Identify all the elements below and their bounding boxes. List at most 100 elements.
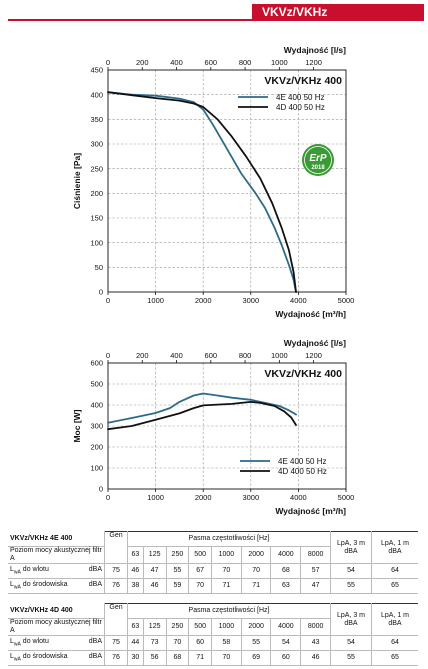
- x-tick-label: 2000: [195, 493, 212, 502]
- y-tick-label: 200: [90, 443, 103, 452]
- x-tick-label: 4000: [290, 296, 307, 305]
- x2-tick-label: 1200: [305, 351, 322, 360]
- x-tick-label: 1000: [147, 296, 164, 305]
- x2-tick-label: 400: [170, 58, 183, 67]
- cell-value: 70: [211, 563, 242, 579]
- x-tick-label: 3000: [242, 493, 259, 502]
- cell-value: 64: [371, 563, 418, 579]
- cell-value: 65: [371, 578, 418, 594]
- y-tick-label: 200: [90, 189, 103, 198]
- plot-frame: [107, 362, 347, 490]
- y-tick-label: 250: [90, 164, 103, 173]
- cell-value: 46: [300, 650, 331, 666]
- cell-value: 30: [127, 650, 144, 666]
- band-header: Pasma częstotliwości [Hz]: [127, 531, 331, 547]
- cell-value: 55: [330, 578, 372, 594]
- cell-value: 60: [270, 650, 302, 666]
- table-row: LwA do wlotu dBA 75 44 73 70 60 58 55 54 43 54 64: [8, 635, 418, 651]
- cell-value: 57: [300, 563, 331, 579]
- cell-value: 68: [270, 563, 302, 579]
- row-label: LwA do środowiska dBA: [8, 650, 105, 666]
- cell-value: 38: [127, 578, 144, 594]
- x-tick-label: 2000: [195, 296, 212, 305]
- band-125: 125: [142, 546, 167, 564]
- x2-tick-label: 600: [205, 351, 218, 360]
- x-tick-label: 1000: [147, 493, 164, 502]
- x-tick-label: 5000: [338, 493, 355, 502]
- legend-label: 4D 400 50 Hz: [276, 103, 325, 112]
- band-4000: 4000: [270, 546, 302, 564]
- row-label: LwA do wlotu dBA: [8, 563, 105, 579]
- chart-title: VKVz/VKHz 400: [264, 368, 342, 380]
- band-250: 250: [165, 618, 190, 636]
- table-row: LwA do środowiska dBA 76 30 56 68 71 70 69 60 46 55…: [8, 650, 418, 666]
- row-label: LwA do środowiska dBA: [8, 578, 105, 594]
- cell-value: 70: [240, 563, 272, 579]
- cell-value: 54: [270, 635, 302, 651]
- chart-title: VKVz/VKHz 400: [264, 75, 342, 87]
- legend-label: 4E 400 50 Hz: [276, 93, 324, 102]
- y-tick-label: 0: [99, 485, 103, 494]
- row-label: LwA do wlotu dBA: [8, 635, 105, 651]
- product-tag: VKVz/VKHz: [252, 4, 424, 21]
- x2-tick-label: 1200: [305, 58, 322, 67]
- x-tick-label: 5000: [338, 296, 355, 305]
- erp-badge-ring: [304, 146, 332, 174]
- cell-value: 47: [142, 563, 167, 579]
- cell-value: 71: [211, 578, 242, 594]
- series-line-4e: [107, 91, 297, 293]
- band-250: 250: [165, 546, 190, 564]
- x2-tick-label: 1000: [271, 351, 288, 360]
- lpa1-header: LpA, 1 m dBA: [371, 603, 418, 636]
- x2-tick-label: 200: [136, 351, 149, 360]
- y-tick-label: 300: [90, 140, 103, 149]
- band-2000: 2000: [240, 546, 272, 564]
- series-line-4d: [107, 401, 297, 431]
- y-tick-label: 300: [90, 422, 103, 431]
- table-row: LwA do środowiska dBA 76 38 46 59 70 71 71 63 47 55…: [8, 578, 418, 594]
- y-tick-label: 350: [90, 115, 103, 124]
- table-subtitle: Poziom mocy akustycznej filtr A: [8, 546, 105, 564]
- cell-value: 65: [371, 650, 418, 666]
- cell-value: 70: [211, 650, 242, 666]
- x2-tick-label: 1000: [271, 58, 288, 67]
- x2-tick-label: 400: [170, 351, 183, 360]
- cell-value: 55: [165, 563, 190, 579]
- band-8000: 8000: [300, 618, 331, 636]
- cell-value: 55: [330, 650, 372, 666]
- y-tick-label: 100: [90, 238, 103, 247]
- y-tick-label: 450: [90, 66, 103, 75]
- y-axis-label: Moc [W]: [72, 409, 82, 442]
- band-4000: 4000: [270, 618, 302, 636]
- series-line-4e: [107, 392, 297, 424]
- table-title: VKVz/VKHz 4D 400: [8, 603, 105, 619]
- lpa3-header: LpA, 3 m dBA: [330, 531, 372, 564]
- x-tick-label: 0: [106, 493, 110, 502]
- band-63: 63: [127, 546, 144, 564]
- x2-tick-label: 800: [239, 351, 252, 360]
- band-2000: 2000: [240, 618, 272, 636]
- cell-value: 54: [330, 635, 372, 651]
- cell-value: 59: [165, 578, 190, 594]
- band-63: 63: [127, 618, 144, 636]
- y-axis-label: Ciśnienie [Pa]: [72, 153, 82, 209]
- cell-value: 67: [188, 563, 213, 579]
- row-unit: dBA: [88, 637, 102, 645]
- y-tick-label: 600: [90, 359, 103, 368]
- y-tick-label: 100: [90, 464, 103, 473]
- y-tick-label: 150: [90, 214, 103, 223]
- band-8000: 8000: [300, 546, 331, 564]
- cell-value: 56: [142, 650, 167, 666]
- x-axis-label: Wydajność [m³/h]: [275, 309, 346, 319]
- cell-value: 71: [188, 650, 213, 666]
- y-tick-label: 500: [90, 380, 103, 389]
- x2-tick-label: 200: [136, 58, 149, 67]
- lpa3-header: LpA, 3 m dBA: [330, 603, 372, 636]
- x-tick-label: 3000: [242, 296, 259, 305]
- row-unit: dBA: [88, 565, 102, 573]
- cell-value: 54: [330, 563, 372, 579]
- erp-badge-year: 2018: [311, 165, 325, 171]
- header-rule: [8, 19, 424, 21]
